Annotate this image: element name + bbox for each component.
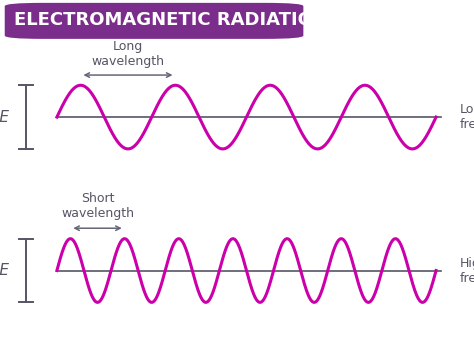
Text: ΔE: ΔE [0,263,10,278]
Text: ELECTROMAGNETIC RADIATION: ELECTROMAGNETIC RADIATION [14,11,328,29]
Text: ΔE: ΔE [0,109,10,124]
Text: Long
wavelength: Long wavelength [91,40,164,68]
Text: High
frequency: High frequency [460,256,474,284]
Text: Short
wavelength: Short wavelength [61,192,134,220]
Text: Low
frequency: Low frequency [460,103,474,131]
FancyBboxPatch shape [5,3,303,39]
